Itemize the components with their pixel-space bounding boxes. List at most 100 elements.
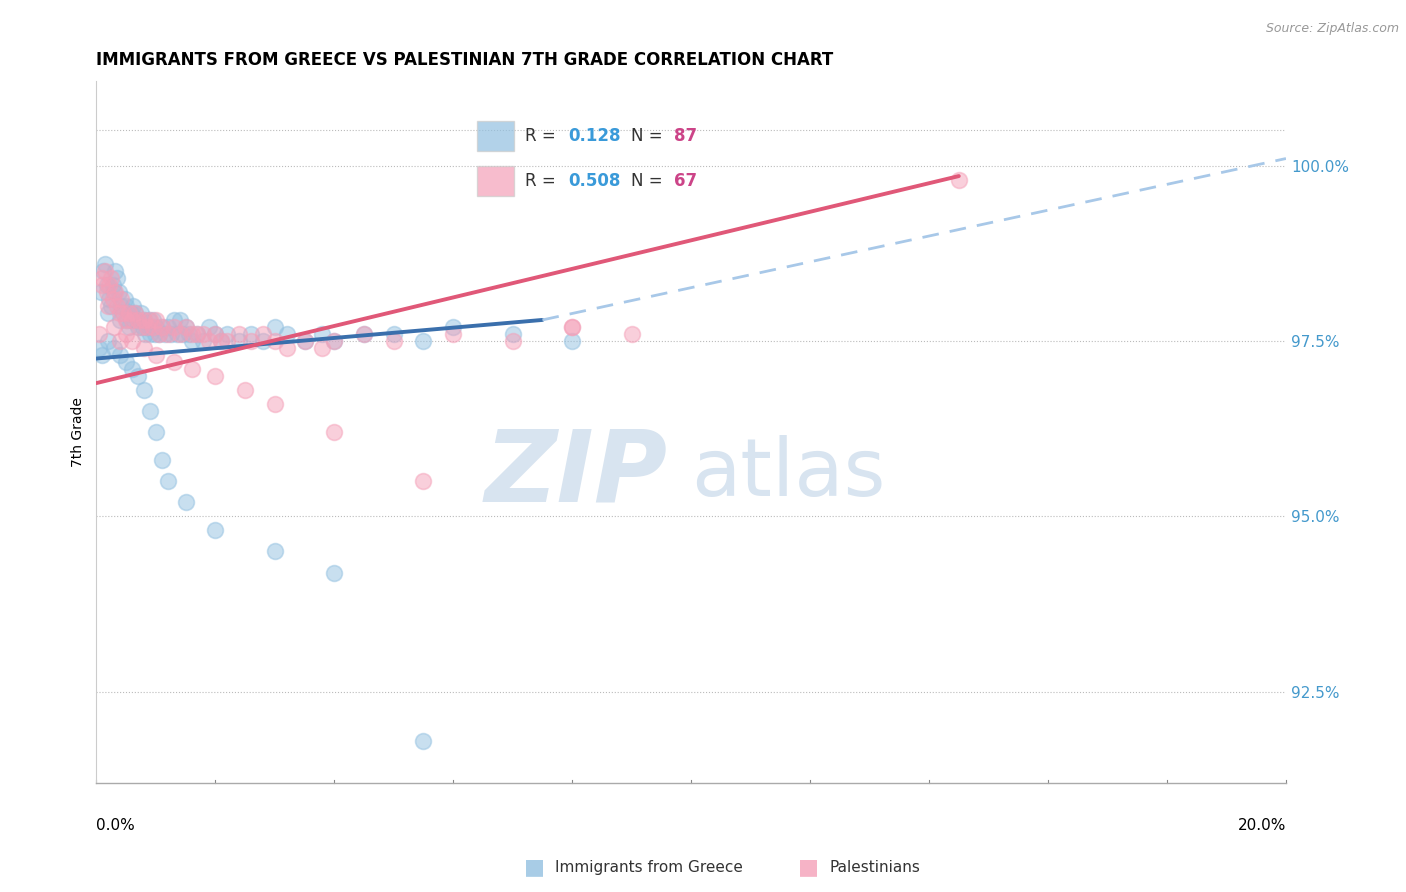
Point [382, 334, 405, 348]
Point [124, 306, 146, 320]
Point [120, 306, 142, 320]
Text: Palestinians: Palestinians [830, 860, 921, 874]
Point [132, 341, 155, 355]
Text: Immigrants from Greece: Immigrants from Greece [555, 860, 744, 874]
Point [252, 334, 274, 348]
Point [135, 320, 157, 334]
Point [198, 334, 221, 348]
Point [311, 326, 333, 341]
Point [150, 320, 173, 334]
Point [122, 299, 145, 313]
Text: Source: ZipAtlas.com: Source: ZipAtlas.com [1265, 22, 1399, 36]
Point [174, 320, 197, 334]
Point [96, 277, 118, 292]
Point [561, 334, 583, 348]
Point [105, 299, 128, 313]
Point [142, 320, 165, 334]
Point [128, 313, 150, 327]
Point [186, 326, 208, 341]
Point [163, 313, 186, 327]
Point [143, 326, 166, 341]
Point [121, 313, 143, 327]
Point [104, 285, 127, 299]
Point [101, 292, 124, 306]
Point [198, 320, 221, 334]
Point [139, 404, 162, 418]
Point [204, 369, 226, 384]
Point [163, 355, 186, 369]
Point [156, 475, 179, 489]
Point [112, 306, 135, 320]
Text: IMMIGRANTS FROM GREECE VS PALESTINIAN 7TH GRADE CORRELATION CHART: IMMIGRANTS FROM GREECE VS PALESTINIAN 7T… [97, 51, 834, 69]
Point [382, 326, 405, 341]
Point [121, 362, 143, 376]
Point [263, 544, 285, 558]
Point [96, 285, 118, 299]
Point [502, 334, 524, 348]
Text: ■: ■ [524, 857, 544, 877]
Point [180, 362, 202, 376]
Point [561, 320, 583, 334]
Point [169, 326, 191, 341]
Point [132, 313, 155, 327]
Point [323, 566, 346, 580]
Point [112, 306, 135, 320]
Point [412, 475, 434, 489]
Point [193, 326, 215, 341]
Point [209, 334, 232, 348]
Point [104, 264, 127, 278]
Point [177, 326, 200, 341]
Point [142, 313, 165, 327]
Point [90, 285, 112, 299]
Point [132, 313, 155, 327]
Point [94, 264, 117, 278]
Point [97, 306, 120, 320]
Point [108, 334, 131, 348]
Point [180, 326, 202, 341]
Point [110, 292, 132, 306]
Point [98, 277, 121, 292]
Point [217, 326, 239, 341]
Point [93, 264, 115, 278]
Point [101, 277, 124, 292]
Point [353, 326, 375, 341]
Point [115, 313, 138, 327]
Point [172, 326, 194, 341]
Point [108, 285, 131, 299]
Point [134, 326, 156, 341]
Point [948, 172, 970, 186]
Point [103, 341, 125, 355]
Point [294, 334, 316, 348]
Point [129, 306, 152, 320]
Point [97, 334, 120, 348]
Point [98, 292, 121, 306]
Point [91, 348, 114, 362]
Text: ZIP: ZIP [484, 425, 668, 523]
Point [91, 277, 114, 292]
Point [323, 425, 346, 440]
Point [263, 320, 285, 334]
Text: 0.0%: 0.0% [97, 818, 135, 833]
Point [412, 334, 434, 348]
Point [145, 313, 167, 327]
Point [169, 313, 191, 327]
Point [127, 313, 149, 327]
Point [156, 320, 179, 334]
Point [132, 320, 155, 334]
Point [263, 334, 285, 348]
Point [97, 299, 120, 313]
Point [148, 326, 170, 341]
Point [193, 334, 215, 348]
Point [91, 270, 114, 285]
Point [139, 326, 162, 341]
Point [561, 320, 583, 334]
Point [228, 334, 250, 348]
Point [103, 320, 125, 334]
Point [89, 341, 111, 355]
Point [217, 334, 239, 348]
Text: 20.0%: 20.0% [1237, 818, 1286, 833]
Point [105, 270, 128, 285]
Point [353, 326, 375, 341]
Point [115, 326, 138, 341]
Point [209, 334, 232, 348]
